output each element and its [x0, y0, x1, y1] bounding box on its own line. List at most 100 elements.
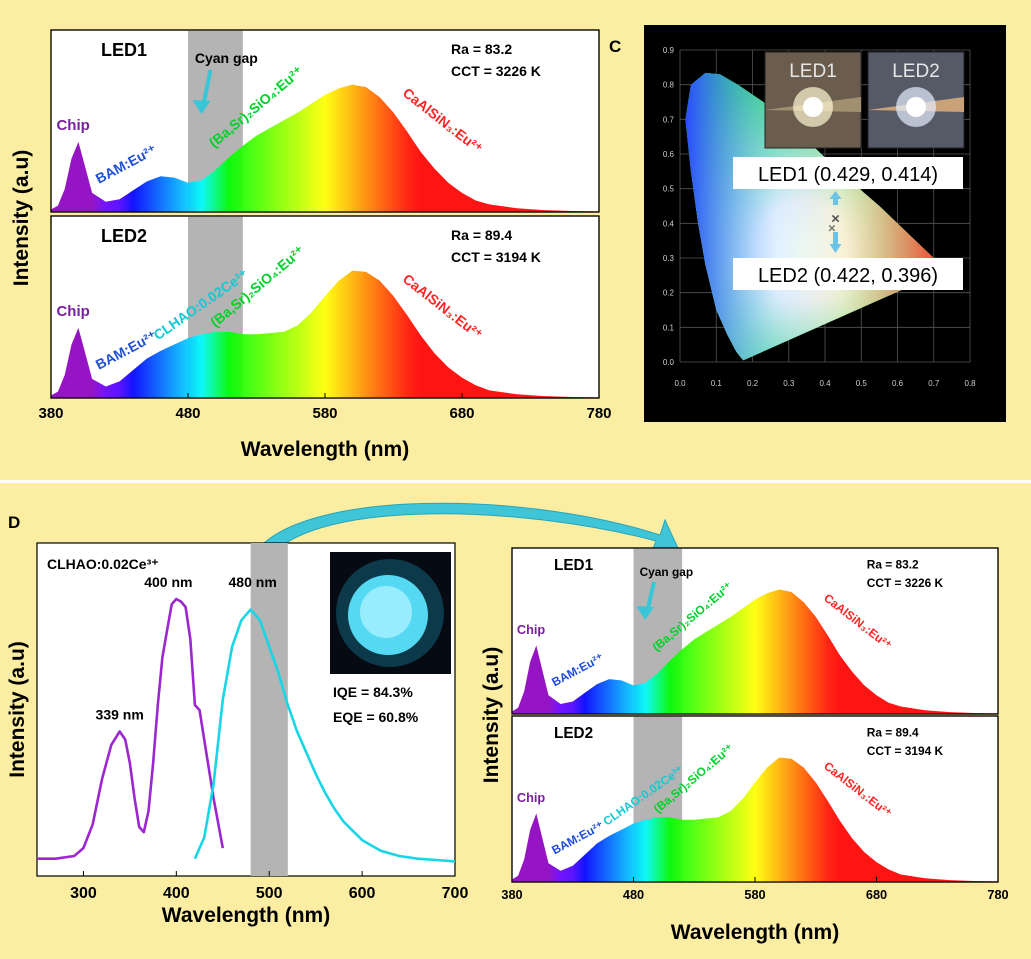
- phosphor-core: [360, 586, 412, 638]
- led-photo-2: LED2: [867, 51, 965, 149]
- y-axis-title-ab: Intensity (a.u): [10, 150, 33, 287]
- cie-x-tick: 0.4: [819, 379, 831, 388]
- cyan-gap-arrowhead: [192, 100, 211, 114]
- cie-x-tick: 0.6: [892, 379, 904, 388]
- chip-label: Chip: [56, 117, 89, 134]
- led1-arrowhead: [829, 191, 842, 199]
- x-tick-label: 580: [744, 887, 765, 902]
- eqe-value: EQE = 60.8%: [333, 709, 419, 725]
- ra-value: Ra = 83.2: [867, 557, 919, 571]
- cyan-gap-arrowhead: [636, 606, 655, 620]
- cie-y-tick: 0.1: [663, 323, 675, 332]
- cie-x-tick: 0.7: [928, 379, 940, 388]
- x-tick-label: 300: [70, 885, 97, 902]
- led1-coord-label: LED1 (0.429, 0.414): [758, 164, 938, 186]
- led2-point: ×: [828, 221, 836, 236]
- cie-x-tick: 0.0: [674, 379, 686, 388]
- plot-border: [50, 29, 600, 213]
- cie-x-tick: 0.8: [964, 379, 976, 388]
- x-tick-label: 500: [256, 885, 283, 902]
- x-tick-label: 380: [501, 887, 522, 902]
- x-tick-label: 480: [175, 405, 200, 422]
- panel-title: CLHAO:0.02Ce³⁺: [47, 556, 159, 572]
- photo-label: LED2: [892, 61, 940, 82]
- led2-coord-label: LED2 (0.422, 0.396): [758, 265, 938, 287]
- panel-D-left: CLHAO:0.02Ce³⁺ 339 nm 400 nm 480 nm IQE = 84…: [6, 542, 469, 927]
- chip-label: Chip: [517, 790, 546, 805]
- panel-label-c: C: [609, 37, 621, 56]
- cie-x-tick: 0.1: [711, 379, 723, 388]
- led-core: [803, 97, 823, 117]
- x-axis-title-d-right: Wavelength (nm): [671, 921, 839, 944]
- led2-coord-box: [733, 258, 963, 290]
- cct-value: CCT = 3226 K: [451, 63, 541, 79]
- cie-y-tick: 0.8: [663, 81, 675, 90]
- spectrum-area: [51, 84, 599, 212]
- ra-value: Ra = 89.4: [451, 227, 512, 243]
- section-divider: [0, 480, 1031, 483]
- led1-coord-box: [733, 157, 963, 189]
- cie-y-tick: 0.6: [663, 150, 675, 159]
- x-axis-title: Wavelength (nm): [162, 904, 330, 927]
- x-axis-title-ab: Wavelength (nm): [241, 438, 409, 461]
- cie-x-tick: 0.2: [747, 379, 759, 388]
- cct-value: CCT = 3194 K: [451, 249, 541, 265]
- x-tick-label: 680: [449, 405, 474, 422]
- x-tick-label: 580: [312, 405, 337, 422]
- led-core: [906, 97, 926, 117]
- x-tick-label: 380: [38, 405, 63, 422]
- x-tick-label: 780: [987, 887, 1008, 902]
- cie-y-tick: 0.9: [663, 46, 675, 55]
- cie-y-tick: 0.5: [663, 185, 675, 194]
- y-axis-title-d-right: Intensity (a.u): [480, 647, 503, 784]
- x-tick-label: 400: [163, 885, 190, 902]
- cie-x-tick: 0.5: [856, 379, 868, 388]
- chip-label: Chip: [517, 622, 546, 637]
- chip-label: Chip: [56, 303, 89, 320]
- led2-arrowhead: [829, 244, 842, 253]
- led-photo-1: LED1: [764, 51, 862, 149]
- ra-value: Ra = 89.4: [867, 725, 919, 739]
- spectrum-area: [51, 270, 599, 398]
- cie-y-tick: 0.3: [663, 254, 675, 263]
- photo-label: LED1: [789, 61, 837, 82]
- cyan-gap-band: [250, 543, 288, 876]
- cie-y-tick: 0.7: [663, 115, 675, 124]
- panel-title: LED2: [554, 725, 593, 742]
- cie-y-tick: 0.0: [663, 358, 675, 367]
- emission-curve: [193, 608, 456, 863]
- peak-400-label: 400 nm: [144, 574, 192, 590]
- x-tick-label: 480: [623, 887, 644, 902]
- cyan-gap-label: Cyan gap: [195, 50, 258, 66]
- cyan-gap-label: Cyan gap: [640, 565, 694, 579]
- spectrum-area: [512, 589, 998, 714]
- x-tick-label: 700: [442, 885, 469, 902]
- iqe-value: IQE = 84.3%: [333, 684, 413, 700]
- panel-title: LED1: [554, 557, 594, 574]
- y-axis-title: Intensity (a.u): [6, 641, 29, 778]
- panel-title: LED2: [101, 226, 147, 246]
- excitation-curve: [37, 597, 225, 860]
- panel-C: C 0.0 0.1 0.2 0.3 0.4 0.5 0.6 0.7 0.8 0.0 0.1 0.2 0.3…: [609, 25, 1006, 422]
- cie-y-tick: 0.2: [663, 289, 675, 298]
- panel-label-d: D: [8, 513, 20, 532]
- x-tick-label: 780: [586, 405, 611, 422]
- plot-border: [511, 547, 999, 715]
- peak-480-label: 480 nm: [229, 574, 277, 590]
- cct-value: CCT = 3226 K: [867, 576, 944, 590]
- ra-value: Ra = 83.2: [451, 41, 512, 57]
- x-tick-label: 680: [866, 887, 887, 902]
- cie-y-tick: 0.4: [663, 219, 675, 228]
- led1-point: ×: [831, 210, 840, 227]
- spectrum-area: [512, 757, 998, 882]
- cie-x-tick: 0.3: [783, 379, 795, 388]
- cct-value: CCT = 3194 K: [867, 744, 944, 758]
- panel-title: LED1: [101, 40, 147, 60]
- peak-339-label: 339 nm: [96, 707, 144, 723]
- x-tick-label: 600: [349, 885, 376, 902]
